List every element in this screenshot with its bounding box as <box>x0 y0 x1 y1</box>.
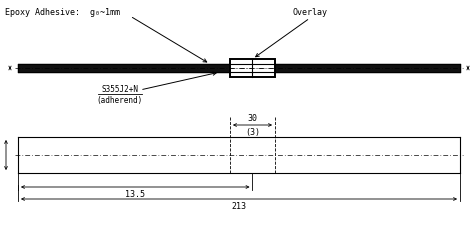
Bar <box>230 59 275 77</box>
Text: 30: 30 <box>247 114 257 123</box>
Text: Overlay: Overlay <box>292 8 328 17</box>
Text: (3): (3) <box>245 128 260 137</box>
Text: (adherend): (adherend) <box>97 96 143 105</box>
Text: Epoxy Adhesive:  g₀~1mm: Epoxy Adhesive: g₀~1mm <box>5 8 120 17</box>
Text: 13.5: 13.5 <box>125 190 145 199</box>
Text: S355J2+N: S355J2+N <box>101 85 138 94</box>
Text: 213: 213 <box>231 202 246 211</box>
